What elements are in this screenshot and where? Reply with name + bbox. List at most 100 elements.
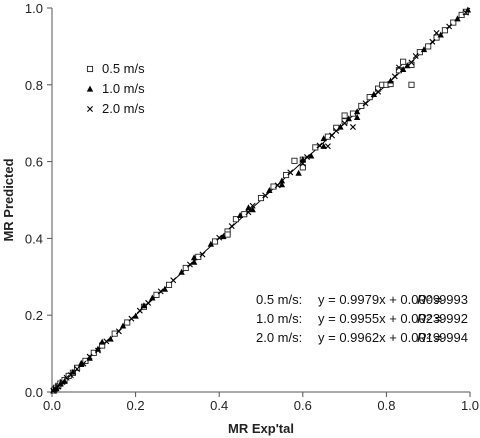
r-squared-value: .9993: [435, 292, 468, 307]
data-point: [257, 195, 265, 202]
data-point: [124, 319, 131, 326]
data-point: [341, 120, 348, 127]
y-tick-label: 0.4: [25, 231, 43, 246]
data-point: [216, 234, 223, 241]
r-squared-value: .9992: [435, 311, 468, 326]
r-squared-value: .9994: [435, 330, 468, 345]
data-point: [107, 335, 114, 342]
data-point: [349, 124, 356, 131]
data-point: [220, 233, 227, 240]
data-point: [178, 268, 185, 275]
r-squared-label: R² =: [417, 330, 442, 345]
data-point: [450, 19, 457, 26]
data-point: [420, 46, 428, 53]
data-point: [140, 302, 148, 309]
x-tick-label: 0.8: [377, 398, 395, 413]
data-point: [249, 202, 256, 209]
data-point: [74, 364, 81, 371]
ticks: 0.0 0.2 0.4 0.6 0.8 1.0 0.0 0.2 0.4 0.6 0.8 1.0: [25, 1, 479, 413]
data-point: [324, 133, 331, 140]
y-tick-label: 0.0: [25, 385, 43, 400]
data-point: [245, 209, 252, 216]
r-squared-label: R² =: [417, 292, 442, 307]
data-point: [69, 368, 77, 375]
data-point: [370, 91, 378, 97]
data-point: [404, 62, 411, 69]
data-point: [408, 59, 415, 66]
x-axis-label: MR Exp'tal: [228, 421, 294, 436]
data-point: [353, 114, 361, 121]
data-point: [324, 143, 331, 150]
data-point: [224, 231, 231, 238]
data-point: [207, 240, 215, 247]
data-point: [416, 49, 423, 56]
data-point: [362, 100, 369, 107]
data-point: [145, 299, 152, 306]
data-points: [50, 6, 472, 394]
data-point: [136, 307, 143, 314]
data-point: [153, 291, 160, 298]
legend-marker: [86, 85, 94, 92]
legend-marker: [87, 106, 93, 112]
y-tick-label: 0.2: [25, 308, 43, 323]
y-tick-label: 0.6: [25, 155, 43, 170]
data-point: [67, 372, 74, 379]
x-tick-label: 0.4: [210, 398, 228, 413]
data-point: [412, 53, 419, 59]
data-point: [80, 360, 87, 367]
data-point: [299, 164, 306, 171]
data-point: [161, 285, 169, 292]
equation-text: y = 0.9979x + 0.0009: [318, 292, 440, 307]
x-tick-label: 0.2: [127, 398, 145, 413]
data-point: [387, 77, 394, 84]
equation-series-label: 0.5 m/s:: [256, 292, 302, 307]
data-point: [63, 374, 70, 381]
data-point: [400, 58, 407, 65]
data-point: [228, 223, 235, 230]
x-tick-label: 0.6: [294, 398, 312, 413]
data-point: [329, 132, 336, 139]
data-point: [353, 108, 361, 115]
data-point: [128, 315, 135, 322]
data-point: [278, 181, 286, 188]
data-point: [341, 112, 348, 119]
data-point: [119, 322, 127, 329]
data-point: [94, 345, 102, 352]
y-tick-label: 1.0: [25, 1, 43, 16]
data-point: [333, 127, 340, 134]
data-point: [441, 27, 448, 34]
data-point: [433, 29, 440, 36]
data-point: [55, 383, 62, 390]
data-point: [299, 156, 306, 163]
data-point: [375, 88, 382, 95]
data-point: [236, 211, 244, 218]
y-axis-label: MR Predicted: [1, 158, 16, 241]
equation-series-label: 1.0 m/s:: [256, 311, 302, 326]
data-point: [249, 206, 256, 213]
legend-label: 0.5 m/s: [102, 61, 145, 76]
data-point: [232, 216, 239, 223]
y-tick-label: 0.8: [25, 78, 43, 93]
data-point: [358, 102, 365, 109]
data-point: [462, 9, 469, 16]
data-point: [52, 385, 59, 392]
data-point: [425, 43, 432, 50]
data-point: [262, 192, 269, 199]
data-point: [391, 73, 398, 80]
equation-text: y = 0.9962x + 0.0019: [318, 330, 440, 345]
data-point: [303, 154, 310, 160]
data-point: [429, 38, 436, 45]
data-point: [408, 81, 415, 88]
data-point: [182, 264, 189, 272]
series-3: [50, 9, 469, 394]
legend: 0.5 m/s 1.0 m/s 2.0 m/s: [86, 61, 145, 116]
equation-series-label: 2.0 m/s:: [256, 330, 302, 345]
data-point: [399, 66, 407, 73]
data-point: [283, 171, 290, 179]
data-point: [132, 312, 139, 319]
data-point: [299, 160, 306, 167]
data-point: [291, 157, 298, 164]
data-point: [433, 34, 440, 41]
data-point: [170, 277, 177, 284]
